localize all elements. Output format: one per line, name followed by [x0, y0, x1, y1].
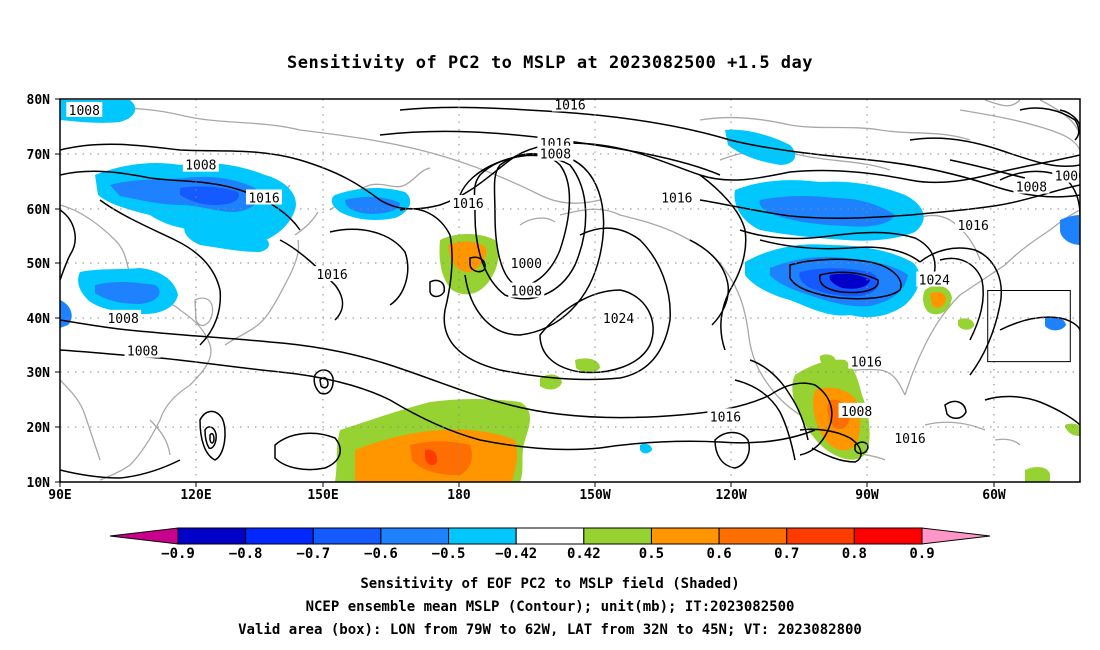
contour-label-background: [552, 99, 588, 112]
contour-label: 1016: [1089, 328, 1100, 343]
contour-label-background: [1013, 178, 1050, 194]
contour-label: 1008: [107, 312, 138, 327]
contour-label: 1016: [710, 410, 741, 425]
contour-label-background: [838, 402, 875, 418]
x-tick-label: 120W: [715, 488, 746, 503]
colorbar-label: 0.7: [774, 546, 799, 562]
contour-label-background: [600, 309, 637, 325]
contour-label-background: [1052, 167, 1080, 183]
contour-label-background: [707, 408, 744, 424]
colorbar-box: [448, 527, 517, 545]
y-tick-label: 40N: [27, 312, 51, 327]
contour-label: 1016: [661, 191, 692, 206]
colorbar-low-end-triangle: [109, 527, 179, 545]
contour-label: 1008: [69, 104, 100, 119]
contour-label-background: [314, 266, 350, 282]
colorbar-label: 0.8: [842, 546, 867, 562]
x-tick-label: 150W: [579, 488, 610, 503]
colorbar-label: −0.6: [364, 546, 398, 562]
contour-label: 1016: [894, 432, 925, 447]
contour-label-background: [508, 255, 545, 271]
colorbar-label: 0.6: [706, 546, 731, 562]
contour-label: 1016: [316, 268, 347, 283]
contour-label: 1024: [919, 274, 950, 289]
y-tick-label: 80N: [27, 93, 51, 108]
contour-label-background: [658, 189, 695, 205]
contour-label-background: [124, 342, 161, 358]
contour-label: 1016: [957, 219, 988, 234]
colorbar-box: [718, 527, 788, 545]
colorbar-box: [245, 527, 314, 545]
contour-label-background: [955, 216, 992, 232]
contour-label: 1016: [248, 191, 279, 206]
contour-label: 1008: [841, 405, 872, 420]
contour-label: 1008: [185, 159, 216, 174]
y-tick-label: 20N: [27, 421, 51, 436]
colorbar-box: [650, 527, 720, 545]
colorbar-label: −0.8: [229, 546, 263, 562]
valid-area-box: [987, 290, 1071, 363]
x-tick-label: 150E: [307, 488, 338, 503]
contour-label: 1016: [554, 98, 585, 113]
contour-label-background: [246, 189, 282, 205]
contour-label: 1000: [1055, 170, 1086, 185]
contour-label: 1000: [511, 257, 542, 272]
figure-title: Sensitivity of PC2 to MSLP at 2023082500…: [287, 53, 813, 73]
colorbar: −0.9 −0.8 −0.7 −0.6 −0.5 −0.42 0.42 0.5 0.6 0.7 0.…: [109, 527, 991, 562]
x-tick-label: 120E: [180, 488, 211, 503]
x-tick-label: 90W: [855, 488, 879, 503]
y-axis: 80N 70N 60N 50N 40N 30N 20N 10N: [27, 93, 60, 491]
colorbar-box: [177, 527, 247, 545]
contour-label-background: [66, 101, 103, 117]
y-tick-label: 70N: [27, 148, 51, 163]
contour-label: 1016: [851, 356, 882, 371]
colorbar-label: 0.9: [909, 546, 934, 562]
colorbar-box: [853, 527, 923, 545]
caption-line-2: NCEP ensemble mean MSLP (Contour); unit(…: [306, 599, 795, 615]
contour-label-background: [916, 271, 953, 287]
colorbar-box: [380, 527, 450, 545]
x-tick-label: 60W: [982, 488, 1006, 503]
colorbar-label: −0.9: [161, 546, 195, 562]
colorbar-box: [515, 527, 585, 545]
contour-label: 1024: [603, 312, 634, 327]
colorbar-label: −0.5: [432, 546, 466, 562]
contour-labels: 1008 1008 1016 1016 1008 1008 1016 1016 1008 1016…: [66, 98, 1100, 447]
colorbar-high-end-triangle: [921, 527, 991, 545]
contour-label-background: [848, 353, 885, 369]
contour-label-background: [892, 430, 928, 446]
map-frame: [59, 98, 1081, 483]
y-tick-label: 30N: [27, 366, 51, 381]
y-tick-label: 10N: [27, 476, 51, 491]
colorbar-label: 0.5: [639, 546, 664, 562]
contour-label: 1008: [127, 345, 158, 360]
colorbar-labels: −0.9 −0.8 −0.7 −0.6 −0.5 −0.42 0.42 0.5 0.6 0.7 0.…: [161, 546, 935, 562]
contour-label-background: [1086, 326, 1100, 341]
x-tick-label: 180: [447, 488, 471, 503]
contour-label-background: [182, 156, 219, 172]
y-tick-label: 60N: [27, 203, 51, 218]
contour-label: 1008: [540, 148, 571, 163]
map-panel: 1008 1008 1016 1016 1008 1008 1016 1016 1008 1016…: [59, 98, 1100, 483]
contour-label: 1008: [511, 285, 542, 300]
colorbar-label: −0.42: [495, 546, 537, 562]
colorbar-boxes: [177, 527, 923, 545]
contour-label-background: [450, 194, 486, 210]
colorbar-box: [312, 527, 382, 545]
colorbar-box: [583, 527, 652, 545]
caption-line-3: Valid area (box): LON from 79W to 62W, L…: [238, 622, 862, 638]
caption-line-1: Sensitivity of EOF PC2 to MSLP field (Sh…: [360, 576, 739, 592]
contour-label-background: [105, 309, 142, 325]
x-tick-label: 90E: [48, 488, 71, 503]
contour-label: 1008: [1016, 181, 1047, 196]
colorbar-label: 0.42: [567, 546, 601, 562]
x-axis: 90E 120E 150E 180 150W 120W 90W 60W: [48, 482, 1006, 503]
y-tick-label: 50N: [27, 257, 51, 272]
colorbar-label: −0.7: [296, 546, 330, 562]
colorbar-box: [786, 527, 855, 545]
contour-label-background: [508, 282, 545, 298]
contour-label-background: [537, 145, 574, 161]
contour-label: 1016: [452, 197, 483, 212]
